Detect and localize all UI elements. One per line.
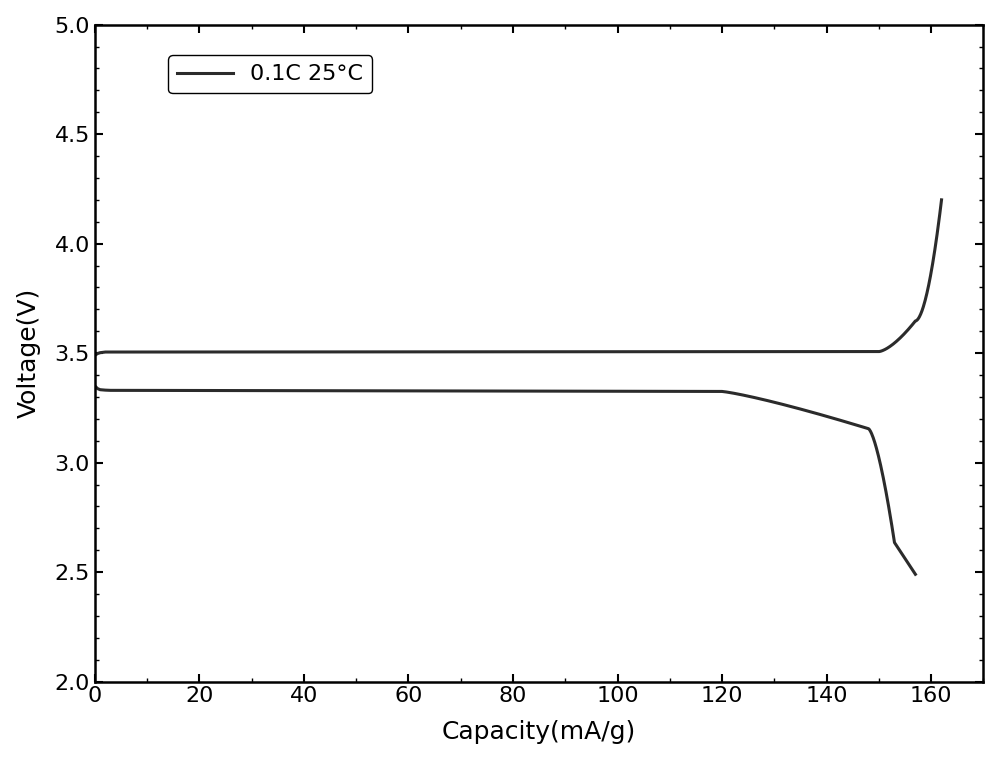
Legend: 0.1C 25°C: 0.1C 25°C: [168, 56, 372, 94]
X-axis label: Capacity(mA/g): Capacity(mA/g): [442, 721, 636, 744]
Y-axis label: Voltage(V): Voltage(V): [17, 288, 41, 419]
